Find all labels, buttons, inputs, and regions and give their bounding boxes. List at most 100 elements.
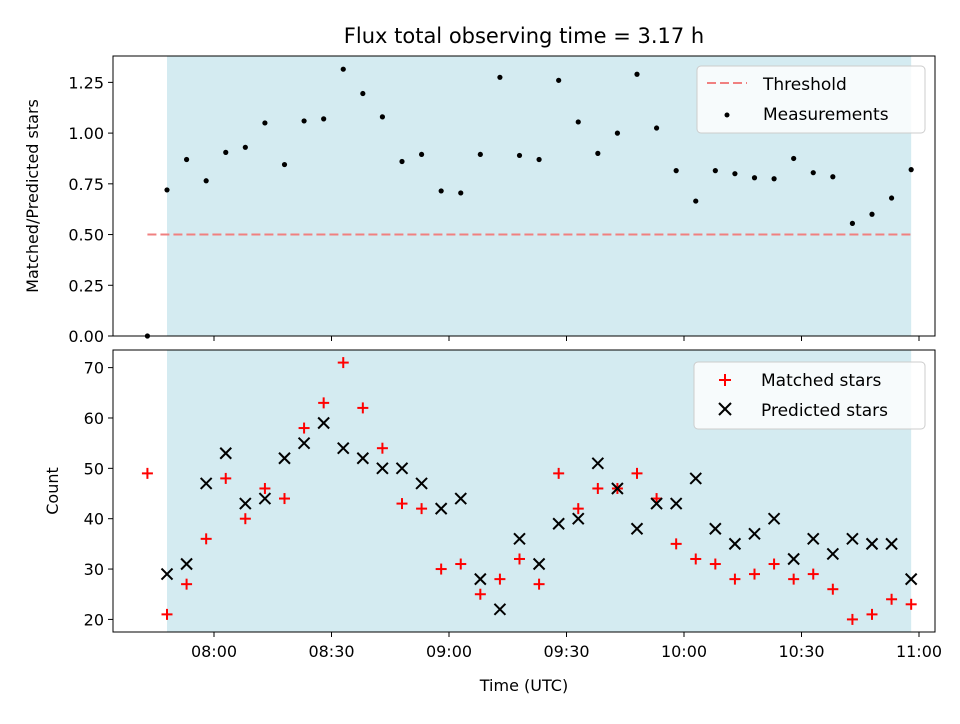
measurement-point [477,151,483,158]
predicted-star-point [650,497,663,510]
matched-star-point [474,588,486,600]
predicted-star-point [297,436,311,450]
bottom-x-tick-label: 10:30 [778,642,824,661]
legend-measurement-label: Measurements [763,105,889,125]
top-y-tick-label: 0.00 [68,327,104,346]
predicted-star-points [160,416,918,616]
measurement-point [556,77,562,83]
matched-star-point [396,498,408,510]
predicted-star-point [709,522,722,535]
predicted-star-point [826,547,840,561]
measurement-point [634,71,640,77]
measurement-point [379,114,386,120]
measurement-point [203,178,209,184]
bottom-x-tick-label: 09:00 [426,642,472,661]
measurement-point [908,167,914,173]
top-legend: Threshold Measurements [696,65,926,134]
predicted-star-point [239,497,252,510]
measurement-point [164,187,170,193]
measurement-point [418,151,425,158]
predicted-star-point [552,517,565,530]
top-frame [112,55,936,337]
chart-title: Flux total observing time = 3.17 h [344,24,704,48]
matched-star-point [788,573,800,585]
predicted-star-point [454,492,467,505]
matched-star-point [709,558,721,570]
measurement-point [183,156,190,163]
bottom-x-tick-label: 11:00 [896,642,942,661]
measurement-point [497,74,503,80]
measurement-point [810,170,816,176]
top-y-tick-label: 0.25 [68,276,104,295]
matched-star-point [141,467,153,479]
matched-star-point [279,493,290,505]
predicted-star-point [572,512,585,525]
measurement-point [732,171,738,177]
predicted-star-point [846,532,859,546]
matched-star-points [141,357,917,625]
bottom-y-tick-label: 30 [84,560,104,579]
matched-star-point [631,467,643,479]
bottom-legend-box [693,361,926,430]
matched-star-point [749,568,760,580]
measurement-point [830,174,836,180]
matched-star-point [318,397,330,409]
bottom-y-tick-label: 20 [84,610,104,629]
matched-star-point [337,357,349,369]
matched-star-point [768,558,780,570]
predicted-star-point [434,502,448,515]
predicted-star-point [317,416,330,430]
measurement-point [771,176,777,182]
predicted-star-point [885,537,898,551]
predicted-star-point [787,552,800,566]
bottom-y-ticks: 20 30 40 50 60 70 [84,359,113,629]
predicted-star-point [356,452,370,465]
measurement-point [751,175,758,181]
measurement-point [242,144,248,150]
legend-threshold-label: Threshold [762,75,847,95]
matched-star-point [200,533,212,545]
predicted-star-point [767,512,781,525]
predicted-star-point [258,492,272,505]
matched-star-point [729,573,741,585]
bottom-x-ticks: 08:00 08:30 09:00 09:30 10:00 10:30 11:00 [191,632,942,661]
matched-star-point [572,503,584,515]
measurement-point [712,168,718,174]
predicted-star-point [513,532,526,546]
matched-star-point [435,563,447,575]
legend-measurement-swatch [724,112,730,118]
top-panel: 0.00 0.25 0.50 0.75 1.00 1.25 Matched/Predict… [23,55,936,346]
measurement-point [281,161,288,168]
matched-star-point [514,553,525,565]
matched-star-point [846,613,858,625]
predicted-star-point [219,447,232,460]
measurement-point [536,156,542,163]
matched-star-point [690,553,702,565]
measurement-point [516,152,523,159]
predicted-star-point [337,441,350,455]
top-legend-box [696,65,926,134]
predicted-star-point [474,572,487,586]
bottom-x-tick-label: 08:00 [191,642,237,661]
predicted-star-point [807,532,820,546]
bottom-x-tick-label: 09:30 [543,642,589,661]
predicted-star-point [865,537,879,551]
matched-star-point [553,467,565,479]
measurement-point [653,125,660,131]
bottom-y-tick-label: 50 [84,459,104,478]
measurement-point [262,120,268,126]
matched-star-point [259,482,271,494]
matched-star-point [357,402,369,414]
predicted-star-point [689,472,702,485]
bottom-y-tick-label: 40 [84,510,104,529]
legend-predicted-label: Predicted stars [761,401,888,421]
bottom-legend: Matched stars Predicted stars [693,361,926,430]
predicted-star-point [395,462,409,475]
measurement-point [321,116,327,122]
predicted-star-point [160,567,174,581]
top-y-tick-label: 1.25 [68,73,104,92]
legend-matched-label: Matched stars [761,371,881,391]
predicted-star-point [532,557,546,571]
bottom-y-tick-label: 70 [84,359,104,378]
top-y-ticks: 0.00 0.25 0.50 0.75 1.00 1.25 [68,73,113,346]
